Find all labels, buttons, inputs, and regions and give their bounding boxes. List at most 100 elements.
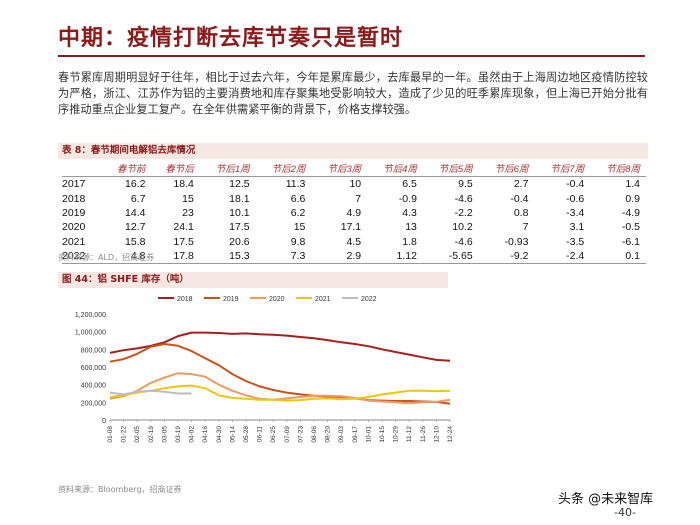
x-tick-label: 08-06 [311, 426, 318, 443]
x-tick-label: 10-01 [365, 426, 372, 443]
x-tick-label: 01-08 [107, 426, 114, 443]
x-tick-label: 12-24 [447, 426, 454, 443]
series-line-2018 [109, 331, 451, 362]
table-value-cell: 12.5 [229, 178, 250, 191]
table-value-cell: -4.9 [621, 206, 640, 219]
table-value-cell: 15 [182, 192, 194, 205]
table-year-cell: 2022 [62, 248, 104, 265]
legend-label: 2022 [361, 296, 377, 303]
table-value-cell: 12.7 [125, 221, 146, 234]
table-year-cell: 2019 [62, 206, 86, 219]
table-value-cell: 20.6 [229, 235, 250, 248]
table-value-cell: -0.9 [398, 192, 417, 205]
table-value-cell: -6.1 [621, 235, 640, 248]
table-value-cell: 17.1 [340, 221, 362, 234]
table-caption: 表 8：春节期间电解铝去库情况 [58, 143, 648, 159]
y-tick-label: 200,000 [81, 400, 106, 407]
table-value-cell: 10.1 [229, 206, 250, 219]
legend-label: 2020 [269, 296, 285, 303]
table-row: 2021 15.8 17.5 20.6 9.8 4.5 1.8 -4.6 -0.93 -3.5 -6… [62, 235, 646, 249]
table-year-cell: 2021 [62, 235, 86, 248]
table-value-cell: 15.3 [199, 248, 256, 265]
table-header-cell [62, 160, 104, 177]
legend-label: 2018 [177, 296, 193, 303]
table-value-cell: 4.8 [103, 248, 152, 265]
page-number: -40- [614, 506, 636, 519]
page-title: 中期：疫情打断去库节奏只是暂时 [58, 25, 404, 51]
table-value-cell: 13 [405, 221, 417, 234]
table-value-cell: 1.12 [367, 248, 423, 265]
table-value-cell: 11.3 [285, 178, 306, 191]
table-value-cell: 6.6 [290, 192, 306, 205]
chart-caption: 图 44：铝 SHFE 库存（吨） [58, 272, 448, 288]
x-tick-label: 02-05 [134, 426, 141, 443]
series-line-2021 [109, 384, 451, 402]
y-tick-label: 600,000 [81, 365, 106, 372]
table-year-cell: 2017 [62, 178, 86, 191]
x-tick-label: 11-12 [406, 426, 413, 443]
table-year-cell: 2018 [62, 192, 86, 205]
table-value-cell: 15.8 [125, 235, 146, 248]
table-year-cell: 2020 [62, 221, 86, 234]
table-value-cell: -3.5 [566, 235, 585, 248]
x-tick-label: 05-14 [229, 426, 236, 443]
table-header-cell: 春节后 [151, 160, 200, 177]
table-value-cell: 0.9 [625, 192, 640, 205]
x-tick-label: 12-10 [433, 426, 440, 443]
table-header-cell: 春节前 [103, 160, 152, 177]
table-row: 2020 12.7 24.1 17.5 15 17.1 13 10.2 7 3.1 -0.5 [62, 220, 646, 234]
table-value-cell: 24.1 [173, 221, 194, 234]
table-value-cell: 7 [355, 192, 362, 205]
table-value-cell: 1.8 [402, 235, 417, 248]
table-value-cell: 9.8 [290, 235, 306, 248]
table-value-cell: -0.4 [566, 178, 585, 191]
table-value-cell: 18.1 [229, 192, 250, 205]
y-tick-label: 0 [102, 418, 106, 425]
table-value-cell: -2.4 [534, 248, 591, 265]
y-tick-label: 400,000 [81, 383, 106, 390]
x-tick-label: 01-22 [121, 426, 128, 443]
table-value-cell: 0.8 [513, 206, 529, 219]
legend-label: 2021 [315, 296, 331, 303]
x-tick-label: 02-19 [148, 426, 155, 443]
x-tick-label: 10-29 [393, 426, 400, 443]
x-tick-label: 04-02 [189, 426, 196, 443]
watermark-text: 头条 @未来智库 [558, 492, 654, 507]
table-value-cell: -9.2 [478, 248, 535, 265]
table-value-cell: 1.4 [625, 178, 640, 191]
table-value-cell: 16.2 [125, 178, 146, 191]
x-tick-label: 06-11 [257, 426, 264, 443]
x-tick-label: 08-20 [325, 426, 332, 443]
table-header-cell: 节后2周 [255, 160, 312, 177]
table-value-cell: 7.3 [255, 248, 312, 265]
table-header-cell: 节后8周 [590, 160, 646, 177]
table-value-cell: 4.5 [346, 235, 362, 248]
table-value-cell: 9.5 [458, 178, 473, 191]
table-row: 2022 4.8 17.8 15.3 7.3 2.9 1.12 -5.65 -9.2 -2.4 0.… [62, 248, 646, 265]
table-value-cell: 4.9 [346, 206, 362, 219]
inventory-line-chart: 0 200,000 400,000 600,000 800,000 1,000,000 1,… [75, 296, 454, 443]
table-value-cell: 3.1 [569, 221, 585, 234]
table-value-cell: -0.6 [566, 192, 585, 205]
table-value-cell: 15 [293, 221, 306, 234]
y-tick-label: 1,000,000 [75, 330, 106, 337]
table-value-cell: 2.7 [513, 178, 529, 191]
table-value-cell: 17.8 [151, 248, 200, 265]
x-tick-label: 04-16 [202, 426, 209, 443]
title-divider [58, 55, 645, 57]
x-tick-label: 09-17 [352, 426, 359, 443]
table-header-cell: 节后4周 [367, 160, 423, 177]
y-tick-label: 800,000 [81, 347, 106, 354]
series-line-2020 [109, 372, 451, 405]
table-value-cell: 10.2 [452, 221, 473, 234]
table-value-cell: -4.6 [454, 235, 473, 248]
table-value-cell: 14.4 [125, 206, 146, 219]
table-value-cell: 7 [522, 221, 529, 234]
x-tick-label: 07-09 [284, 426, 291, 443]
x-tick-label: 07-23 [297, 426, 304, 443]
table-value-cell: -0.93 [504, 235, 529, 248]
x-tick-label: 03-05 [161, 426, 168, 443]
table-value-cell: 23 [182, 206, 194, 219]
table-value-cell: -2.2 [454, 206, 473, 219]
table-row: 2017 16.2 18.4 12.5 11.3 10 6.5 9.5 2.7 -0.4 1.4 [62, 177, 646, 192]
